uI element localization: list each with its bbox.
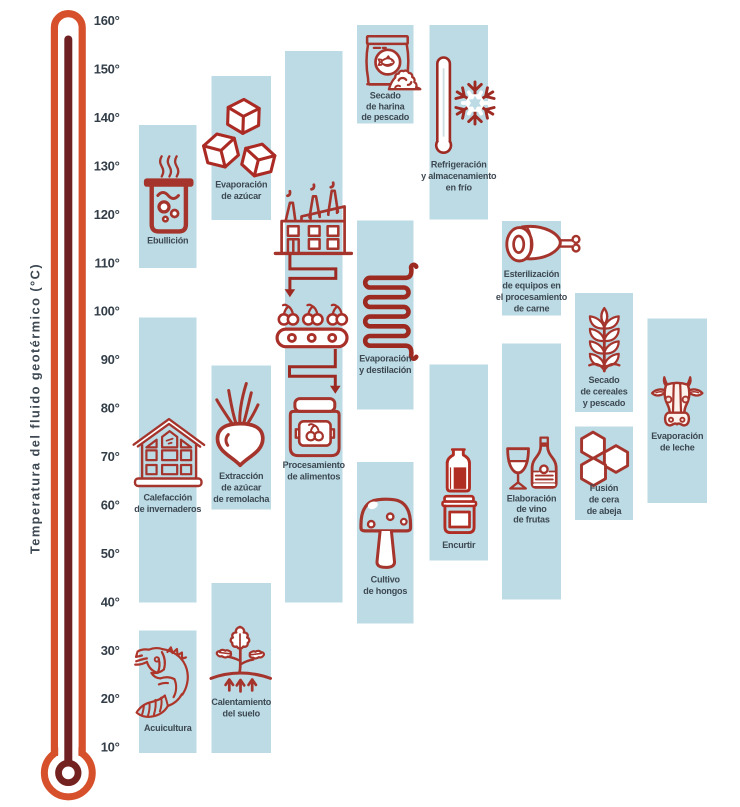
svg-text:de equipos en: de equipos en	[502, 281, 560, 291]
svg-text:en frío: en frío	[446, 183, 473, 193]
svg-text:120°: 120°	[94, 207, 120, 222]
svg-text:10°: 10°	[101, 740, 120, 755]
svg-text:y pescado: y pescado	[583, 398, 626, 408]
svg-text:30°: 30°	[101, 643, 120, 658]
svg-text:Esterilización: Esterilización	[504, 269, 560, 279]
svg-text:130°: 130°	[94, 158, 120, 173]
svg-text:de azúcar: de azúcar	[221, 191, 262, 201]
svg-text:de alimentos: de alimentos	[287, 472, 340, 482]
svg-text:Acuicultura: Acuicultura	[144, 723, 193, 733]
svg-text:140°: 140°	[94, 110, 120, 125]
svg-text:de frutas: de frutas	[513, 515, 550, 525]
svg-text:Ebullición: Ebullición	[147, 236, 188, 246]
svg-text:Calentamiento: Calentamiento	[211, 697, 271, 707]
svg-text:Secado: Secado	[589, 375, 621, 385]
svg-text:Encurtir: Encurtir	[442, 540, 476, 550]
svg-text:de carne: de carne	[514, 303, 550, 313]
svg-text:de vino: de vino	[516, 504, 547, 514]
svg-text:de remolacha: de remolacha	[213, 494, 270, 504]
svg-text:de cera: de cera	[589, 495, 620, 505]
svg-text:de invernaderos: de invernaderos	[134, 504, 201, 514]
svg-text:el procesamiento: el procesamiento	[496, 292, 568, 302]
svg-text:y almacenamiento: y almacenamiento	[421, 171, 497, 181]
svg-text:de leche: de leche	[660, 443, 695, 453]
svg-text:Calefacción: Calefacción	[143, 493, 192, 503]
svg-text:Fusión: Fusión	[590, 483, 618, 493]
svg-text:de hongos: de hongos	[363, 586, 407, 596]
svg-text:Temperatura del fluido geotérm: Temperatura del fluido geotérmico (°C)	[28, 263, 43, 554]
svg-text:40°: 40°	[101, 594, 120, 609]
svg-text:150°: 150°	[94, 62, 120, 77]
svg-text:100°: 100°	[94, 304, 120, 319]
svg-text:110°: 110°	[95, 255, 120, 270]
svg-text:Extracción: Extracción	[219, 471, 263, 481]
svg-text:20°: 20°	[101, 691, 120, 706]
svg-text:90°: 90°	[101, 352, 120, 367]
svg-text:Elaboración: Elaboración	[507, 494, 557, 504]
svg-text:Secado: Secado	[370, 91, 402, 101]
svg-text:Evaporación: Evaporación	[651, 431, 703, 441]
svg-text:Evaporación: Evaporación	[359, 354, 411, 364]
svg-text:70°: 70°	[101, 449, 120, 464]
svg-text:de pescado: de pescado	[361, 112, 409, 122]
svg-text:Procesamiento: Procesamiento	[283, 460, 346, 470]
svg-text:Cultivo: Cultivo	[371, 575, 401, 585]
svg-text:50°: 50°	[101, 546, 120, 561]
svg-text:160°: 160°	[94, 13, 120, 28]
svg-text:de azúcar: de azúcar	[221, 483, 262, 493]
svg-text:Refrigeración: Refrigeración	[431, 160, 487, 170]
svg-text:y destilación: y destilación	[359, 365, 411, 375]
svg-text:de abeja: de abeja	[587, 506, 623, 516]
svg-text:Evaporación: Evaporación	[215, 180, 267, 190]
svg-text:de harina: de harina	[366, 101, 406, 111]
svg-text:del suelo: del suelo	[223, 709, 261, 719]
svg-text:80°: 80°	[101, 401, 120, 416]
svg-text:60°: 60°	[101, 498, 120, 513]
svg-text:de cereales: de cereales	[580, 387, 627, 397]
